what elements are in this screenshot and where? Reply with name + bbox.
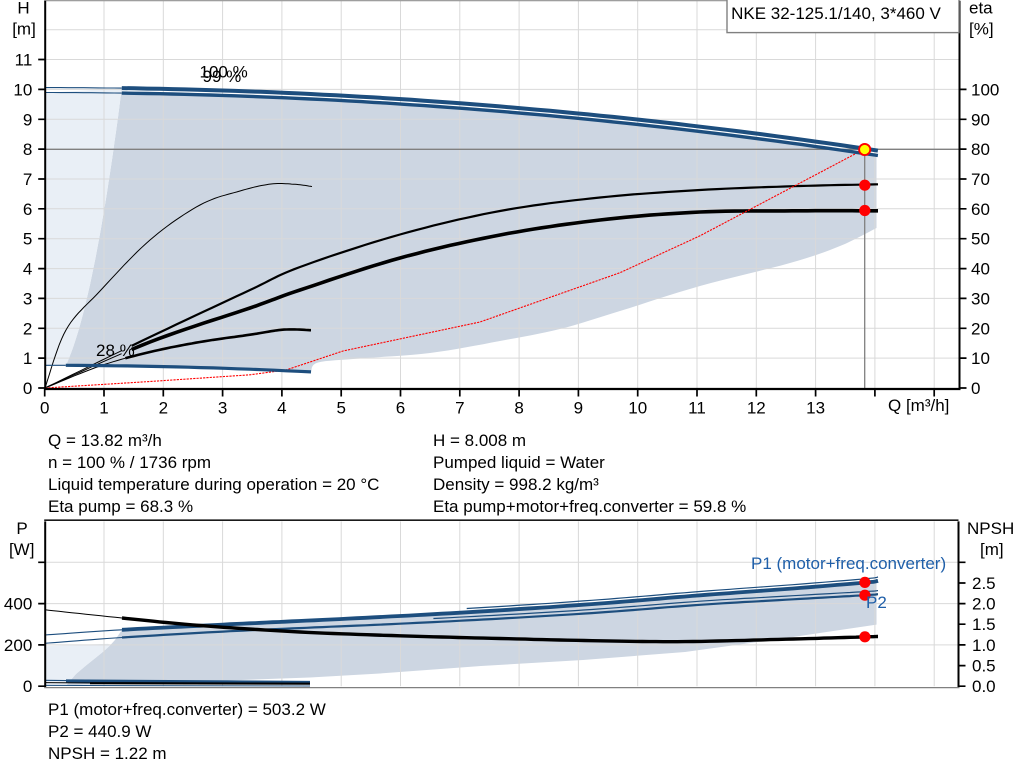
svg-text:70: 70 bbox=[971, 170, 990, 189]
svg-text:Pumped liquid = Water: Pumped liquid = Water bbox=[433, 453, 605, 472]
svg-text:1: 1 bbox=[23, 349, 32, 368]
svg-text:40: 40 bbox=[971, 260, 990, 279]
svg-text:3: 3 bbox=[218, 399, 227, 418]
svg-text:2: 2 bbox=[23, 319, 32, 338]
svg-text:P2: P2 bbox=[866, 593, 887, 612]
svg-text:Q [m³/h]: Q [m³/h] bbox=[888, 396, 949, 415]
svg-text:eta: eta bbox=[969, 0, 993, 18]
svg-text:10: 10 bbox=[13, 80, 32, 99]
svg-text:NPSH: NPSH bbox=[967, 519, 1014, 538]
svg-text:7: 7 bbox=[23, 170, 32, 189]
svg-text:P1 (motor+freq.converter): P1 (motor+freq.converter) bbox=[751, 554, 946, 573]
svg-text:7: 7 bbox=[455, 399, 464, 418]
svg-text:12: 12 bbox=[747, 399, 766, 418]
svg-text:13: 13 bbox=[806, 399, 825, 418]
svg-text:11: 11 bbox=[688, 399, 706, 418]
svg-text:100 %: 100 % bbox=[200, 63, 248, 82]
svg-text:NPSH = 1.22 m: NPSH = 1.22 m bbox=[48, 744, 167, 763]
svg-text:[m]: [m] bbox=[12, 20, 36, 39]
svg-text:28 %: 28 % bbox=[96, 341, 135, 360]
svg-text:6: 6 bbox=[396, 399, 405, 418]
svg-text:P1 (motor+freq.converter) = 50: P1 (motor+freq.converter) = 503.2 W bbox=[48, 700, 326, 719]
svg-text:0: 0 bbox=[23, 677, 32, 696]
svg-text:3: 3 bbox=[23, 289, 32, 308]
svg-text:10: 10 bbox=[628, 399, 647, 418]
svg-text:9: 9 bbox=[574, 399, 583, 418]
svg-text:0.5: 0.5 bbox=[972, 657, 996, 676]
svg-text:n = 100 % / 1736 rpm: n = 100 % / 1736 rpm bbox=[48, 453, 211, 472]
svg-text:60: 60 bbox=[971, 200, 990, 219]
svg-text:20: 20 bbox=[971, 319, 990, 338]
svg-text:Eta pump = 68.3 %: Eta pump = 68.3 % bbox=[48, 497, 193, 516]
svg-text:2.0: 2.0 bbox=[972, 595, 996, 614]
svg-text:9: 9 bbox=[23, 110, 32, 129]
svg-text:Density = 998.2 kg/m³: Density = 998.2 kg/m³ bbox=[433, 475, 599, 494]
svg-text:4: 4 bbox=[23, 260, 32, 279]
svg-text:Liquid temperature during oper: Liquid temperature during operation = 20… bbox=[48, 475, 379, 494]
svg-text:80: 80 bbox=[971, 140, 990, 159]
svg-text:NKE 32-125.1/140, 3*460 V: NKE 32-125.1/140, 3*460 V bbox=[731, 4, 941, 23]
svg-text:0: 0 bbox=[40, 399, 49, 418]
svg-text:2.5: 2.5 bbox=[972, 574, 996, 593]
svg-text:0.0: 0.0 bbox=[972, 677, 996, 696]
svg-text:5: 5 bbox=[23, 230, 32, 249]
svg-text:50: 50 bbox=[971, 230, 990, 249]
svg-text:11: 11 bbox=[15, 51, 33, 70]
svg-text:90: 90 bbox=[971, 110, 990, 129]
svg-text:4: 4 bbox=[277, 399, 286, 418]
svg-text:1: 1 bbox=[99, 399, 108, 418]
svg-text:100: 100 bbox=[971, 80, 999, 99]
svg-text:8: 8 bbox=[23, 140, 32, 159]
svg-text:6: 6 bbox=[23, 200, 32, 219]
svg-text:8: 8 bbox=[514, 399, 523, 418]
svg-text:1.0: 1.0 bbox=[972, 636, 996, 655]
svg-text:Q = 13.82 m³/h: Q = 13.82 m³/h bbox=[48, 431, 162, 450]
svg-text:5: 5 bbox=[336, 399, 345, 418]
svg-text:400: 400 bbox=[4, 595, 32, 614]
svg-text:[m]: [m] bbox=[980, 540, 1004, 559]
svg-text:0: 0 bbox=[971, 379, 980, 398]
svg-text:10: 10 bbox=[971, 349, 990, 368]
svg-text:H = 8.008 m: H = 8.008 m bbox=[433, 431, 526, 450]
svg-text:[%]: [%] bbox=[969, 20, 994, 39]
svg-text:P: P bbox=[16, 519, 27, 538]
svg-text:200: 200 bbox=[4, 636, 32, 655]
svg-text:99 %: 99 % bbox=[203, 67, 242, 86]
svg-text:30: 30 bbox=[971, 289, 990, 308]
svg-text:P2 = 440.9 W: P2 = 440.9 W bbox=[48, 722, 151, 741]
svg-text:H: H bbox=[17, 0, 29, 18]
svg-text:0: 0 bbox=[23, 379, 32, 398]
svg-text:[W]: [W] bbox=[9, 540, 35, 559]
svg-text:Eta pump+motor+freq.converter: Eta pump+motor+freq.converter = 59.8 % bbox=[433, 497, 746, 516]
svg-text:2: 2 bbox=[159, 399, 168, 418]
svg-text:1.5: 1.5 bbox=[972, 615, 996, 634]
